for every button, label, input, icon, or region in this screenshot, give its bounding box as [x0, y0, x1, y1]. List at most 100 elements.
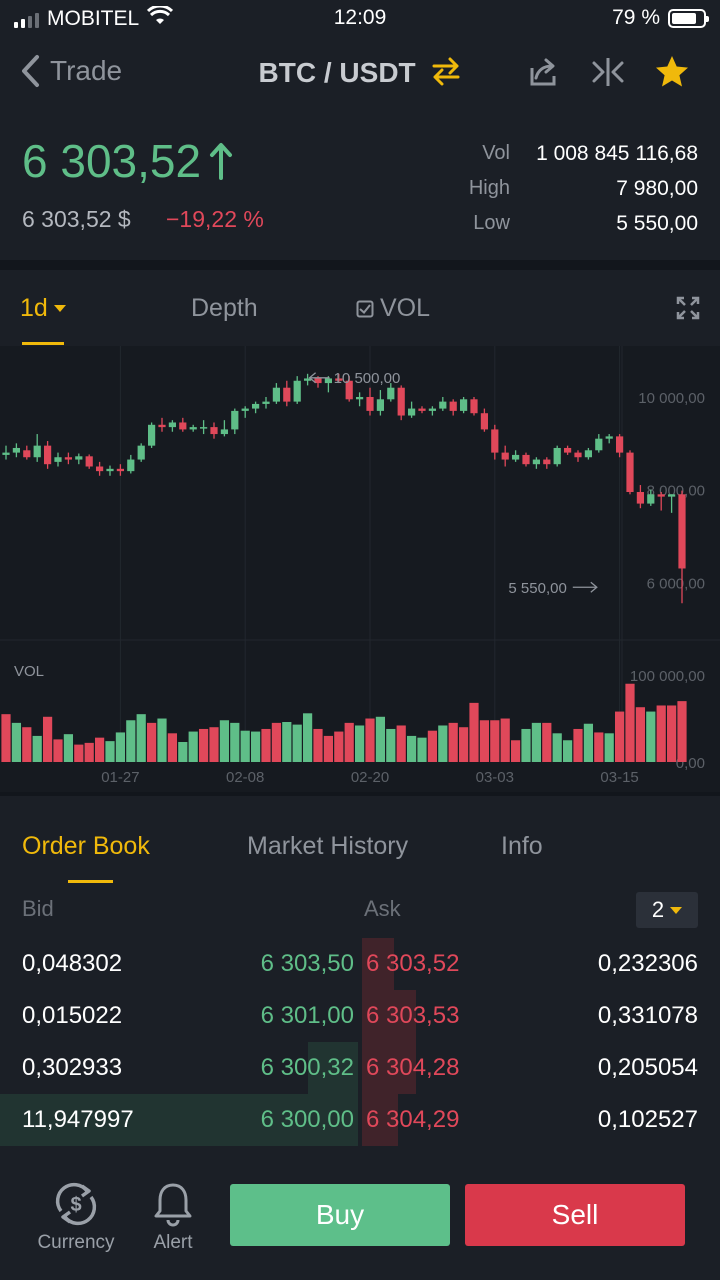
volume-bar — [344, 722, 354, 762]
chevron-left-icon — [22, 55, 39, 87]
ask-price: 6 303,53 — [366, 1002, 460, 1029]
candle-body — [12, 447, 20, 453]
candle-body — [470, 399, 478, 414]
volume-bar — [323, 735, 333, 762]
candle-body — [314, 378, 322, 384]
candle-body — [106, 468, 114, 472]
x-tick-label: 01-27 — [101, 769, 139, 786]
caret-down-icon — [53, 305, 66, 312]
volume-bar — [407, 735, 417, 762]
svg-text:$: $ — [70, 1194, 81, 1216]
bid-price: 6 303,50 — [260, 950, 354, 977]
candle-body — [678, 494, 686, 569]
tab-interval[interactable]: 1d — [20, 294, 66, 323]
tab-market-history[interactable]: Market History — [247, 832, 409, 860]
tab-info[interactable]: Info — [501, 832, 543, 860]
buy-button[interactable]: Buy — [230, 1184, 450, 1246]
volume-bar — [552, 733, 562, 762]
vol-label: VOL — [14, 663, 44, 680]
pair-title: BTC / USDT — [258, 56, 416, 88]
volume-bar — [677, 701, 687, 762]
fullscreen-icon[interactable] — [676, 296, 700, 325]
candle-body — [543, 459, 551, 465]
volume-bar — [625, 683, 635, 762]
candle-body — [75, 456, 83, 460]
bottom-bar: $ Currency Alert Buy Sell — [0, 1156, 720, 1280]
sell-button[interactable]: Sell — [465, 1184, 685, 1246]
volume-bar — [500, 718, 510, 762]
price-usd: 6 303,52 $ — [22, 206, 131, 232]
candle-body — [23, 450, 31, 458]
order-book-row[interactable]: 0,302933 6 300,32 6 304,28 0,205054 — [0, 1042, 720, 1094]
price-chart[interactable]: 10 000,00 8 000,00 6 000,00 10 500,00 5 550,… — [0, 346, 720, 792]
candlestick-chart: 10 000,00 8 000,00 6 000,00 10 500,00 5 550,… — [0, 346, 720, 786]
candle-body — [96, 466, 104, 472]
candle-body — [85, 456, 93, 467]
x-tick-label: 03-03 — [476, 769, 514, 786]
tab-vol[interactable]: VOL — [356, 294, 430, 323]
volume-bar — [511, 740, 521, 762]
back-button[interactable]: Trade — [20, 54, 122, 88]
ask-quantity: 0,205054 — [597, 1054, 698, 1081]
tab-order-book[interactable]: Order Book — [22, 832, 150, 860]
candle-body — [616, 436, 624, 453]
volume-bar — [438, 725, 448, 762]
currency-exchange-icon: $ — [33, 1180, 119, 1228]
candle-body — [200, 427, 208, 429]
volume-bar — [63, 734, 73, 762]
share-icon[interactable] — [526, 54, 562, 90]
pair-selector[interactable]: BTC / USDT — [0, 56, 720, 93]
split-view-icon[interactable] — [590, 54, 626, 90]
volume-bar — [542, 722, 552, 762]
bid-depth-bar — [308, 1042, 358, 1094]
volume-bar — [604, 733, 614, 762]
tab-depth[interactable]: Depth — [191, 294, 258, 322]
candle-body — [574, 452, 582, 458]
x-tick-label: 03-15 — [600, 769, 638, 786]
candle-body — [2, 452, 10, 455]
volume-bar — [219, 720, 229, 762]
order-book-underline — [68, 880, 113, 883]
candle-body — [636, 492, 644, 504]
volume-bar — [313, 728, 323, 762]
volume-bar — [563, 740, 573, 762]
bid-header: Bid — [22, 896, 54, 921]
candle-body — [54, 457, 62, 462]
star-icon[interactable] — [654, 54, 690, 90]
wifi-icon — [147, 4, 174, 32]
candle-body — [345, 380, 353, 400]
alert-button[interactable]: Alert — [130, 1180, 216, 1254]
order-book-row[interactable]: 0,015022 6 301,00 6 303,53 0,331078 — [0, 990, 720, 1042]
candle-body — [168, 422, 176, 428]
volume-bar — [74, 744, 84, 762]
volume-bar — [240, 730, 250, 762]
candle-body — [262, 401, 270, 404]
volume-bar — [448, 722, 458, 762]
candle-body — [532, 459, 540, 465]
volume-bar — [84, 742, 94, 762]
order-book-row[interactable]: 11,947997 6 300,00 6 304,29 0,102527 — [0, 1094, 720, 1146]
volume-bar — [199, 728, 209, 762]
ask-quantity: 0,232306 — [597, 950, 698, 977]
volume-bar — [209, 727, 219, 762]
candle-body — [252, 403, 260, 409]
stat-label: High — [468, 177, 510, 199]
volume-bar — [355, 725, 365, 762]
volume-bar — [334, 731, 344, 762]
nav-bar: Trade BTC / USDT — [0, 36, 720, 112]
bid-price: 6 300,00 — [260, 1106, 354, 1133]
min-arrow-head — [590, 581, 598, 593]
candle-body — [158, 424, 166, 428]
decimals-selector[interactable]: 2 — [636, 892, 698, 928]
volume-bar — [303, 713, 313, 762]
y-tick-label: 10 000,00 — [638, 390, 705, 407]
volume-bar — [521, 728, 531, 762]
volume-bar — [136, 714, 146, 762]
currency-button[interactable]: $ Currency — [33, 1180, 119, 1254]
candle-body — [460, 399, 468, 411]
volume-bar — [282, 722, 292, 762]
candle-body — [127, 459, 135, 472]
volume-bar — [573, 728, 583, 762]
order-book-row[interactable]: 0,048302 6 303,50 6 303,52 0,232306 — [0, 938, 720, 990]
volume-bar — [115, 732, 125, 762]
